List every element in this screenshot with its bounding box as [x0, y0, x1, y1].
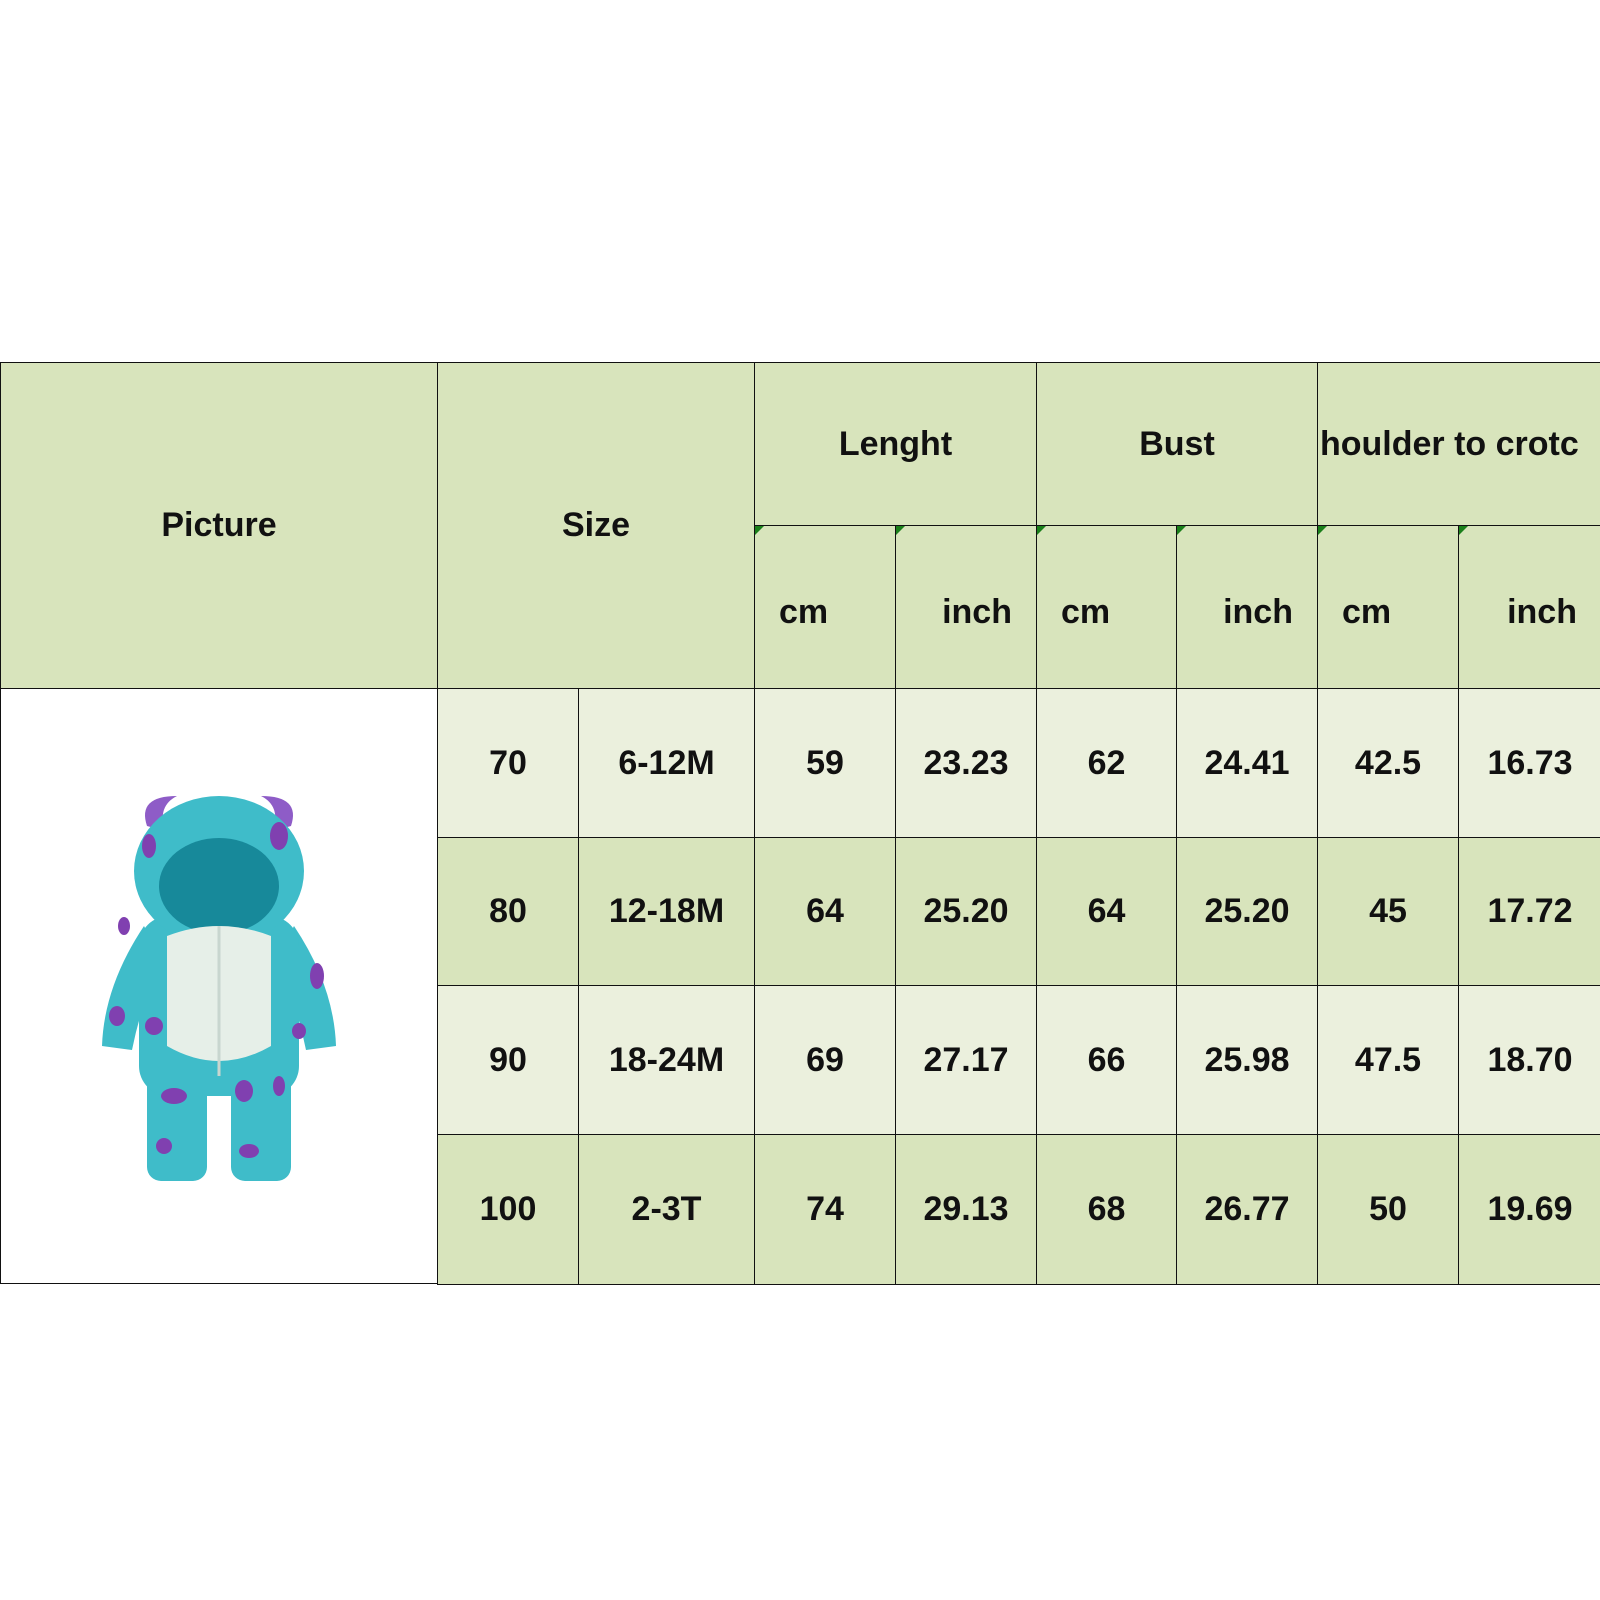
cell-value: 25.20 [923, 892, 1009, 930]
header-unit-cm: cm [754, 525, 896, 689]
table-cell: 26.77 [1176, 1134, 1318, 1285]
table-cell: 47.5 [1317, 985, 1459, 1135]
cell-value: 19.69 [1487, 1190, 1573, 1228]
table-cell: 64 [754, 837, 896, 986]
table-cell: 70 [437, 688, 579, 838]
header-picture: Picture [0, 362, 438, 689]
comment-marker-icon [755, 526, 764, 535]
unit-label: inch [1223, 592, 1293, 631]
table-cell: 27.17 [895, 985, 1037, 1135]
table-cell: 50 [1317, 1134, 1459, 1285]
header-unit-cm: cm [1036, 525, 1177, 689]
comment-marker-icon [1459, 526, 1468, 535]
table-cell: 42.5 [1317, 688, 1459, 838]
header-bust-label: Bust [1139, 424, 1215, 463]
table-cell: 17.72 [1458, 837, 1600, 986]
comment-marker-icon [1037, 526, 1046, 535]
table-cell: 25.98 [1176, 985, 1318, 1135]
header-length-label: Lenght [838, 424, 953, 463]
table-cell: 80 [437, 837, 579, 986]
header-length: Lenght [754, 362, 1037, 526]
comment-marker-icon [896, 526, 905, 535]
cell-value: 90 [489, 1040, 527, 1079]
header-picture-label: Picture [161, 506, 277, 544]
table-cell: 6-12M [578, 688, 755, 838]
cell-value: 70 [489, 743, 527, 782]
table-cell: 25.20 [895, 837, 1037, 986]
cell-value: 64 [1087, 892, 1126, 930]
table-cell: 25.20 [1176, 837, 1318, 986]
table-cell: 45 [1317, 837, 1459, 986]
table-cell: 74 [754, 1134, 896, 1285]
cell-value: 17.72 [1487, 892, 1573, 930]
header-size-label: Size [561, 506, 631, 544]
header-bust: Bust [1036, 362, 1318, 526]
cell-value: 47.5 [1354, 1040, 1422, 1079]
unit-label: cm [1061, 592, 1111, 631]
comment-marker-icon [1318, 526, 1327, 535]
header-shoulder-label: houlder to crotc [1320, 424, 1579, 463]
cell-value: 74 [806, 1190, 844, 1228]
unit-label: cm [1342, 592, 1392, 631]
cell-value: 6-12M [618, 743, 715, 782]
cell-value: 69 [806, 1040, 844, 1079]
cell-value: 24.41 [1204, 743, 1290, 782]
header-shoulder-to-crotch: houlder to crotc [1317, 362, 1600, 526]
cell-value: 50 [1369, 1190, 1407, 1228]
table-cell: 90 [437, 985, 579, 1135]
picture-cell [0, 688, 438, 1284]
cell-value: 59 [806, 743, 844, 782]
table-cell: 16.73 [1458, 688, 1600, 838]
monster-romper-image [102, 796, 336, 1181]
table-cell: 66 [1036, 985, 1177, 1135]
comment-marker-icon [1177, 526, 1186, 535]
cell-value: 23.23 [923, 743, 1009, 782]
unit-label: cm [779, 592, 829, 631]
cell-value: 100 [479, 1190, 537, 1228]
header-unit-cm: cm [1317, 525, 1459, 689]
header-unit-inch: inch [1458, 525, 1600, 689]
cell-value: 18.70 [1487, 1040, 1573, 1079]
table-cell: 59 [754, 688, 896, 838]
cell-value: 45 [1369, 892, 1407, 930]
table-cell: 18-24M [578, 985, 755, 1135]
cell-value: 62 [1087, 743, 1126, 782]
cell-value: 18-24M [608, 1040, 725, 1079]
table-cell: 69 [754, 985, 896, 1135]
table-cell: 18.70 [1458, 985, 1600, 1135]
header-size: Size [437, 362, 755, 689]
table-cell: 100 [437, 1134, 579, 1285]
table-cell: 62 [1036, 688, 1177, 838]
cell-value: 80 [489, 892, 527, 930]
unit-label: inch [1507, 592, 1577, 631]
cell-value: 26.77 [1204, 1190, 1290, 1228]
cell-value: 66 [1087, 1040, 1126, 1079]
table-cell: 12-18M [578, 837, 755, 986]
cell-value: 29.13 [923, 1190, 1009, 1228]
table-cell: 24.41 [1176, 688, 1318, 838]
cell-value: 12-18M [608, 892, 725, 930]
cell-value: 25.20 [1204, 892, 1290, 930]
table-cell: 2-3T [578, 1134, 755, 1285]
table-cell: 64 [1036, 837, 1177, 986]
cell-value: 2-3T [631, 1190, 702, 1228]
cell-value: 16.73 [1487, 743, 1573, 782]
cell-value: 27.17 [923, 1040, 1009, 1079]
cell-value: 25.98 [1204, 1040, 1290, 1079]
table-cell: 29.13 [895, 1134, 1037, 1285]
header-unit-inch: inch [895, 525, 1037, 689]
unit-label: inch [942, 592, 1012, 631]
cell-value: 68 [1087, 1190, 1126, 1228]
table-cell: 19.69 [1458, 1134, 1600, 1285]
table-cell: 68 [1036, 1134, 1177, 1285]
table-cell: 23.23 [895, 688, 1037, 838]
cell-value: 42.5 [1354, 743, 1422, 782]
cell-value: 64 [806, 892, 844, 930]
header-unit-inch: inch [1176, 525, 1318, 689]
